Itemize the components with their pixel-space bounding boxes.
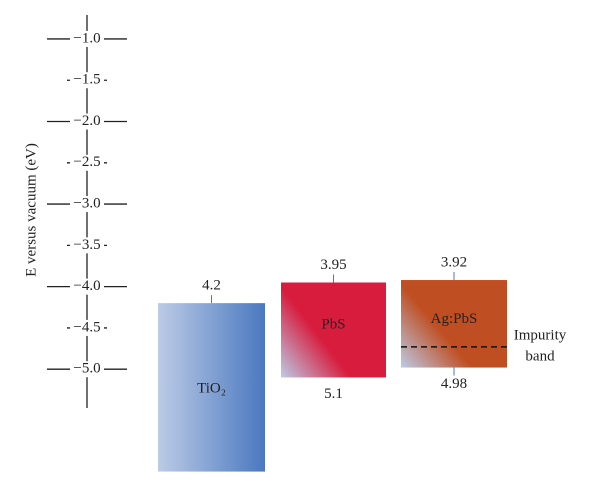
y-tick-label: −5.0 [73, 361, 100, 377]
tick-label-bg [70, 72, 104, 89]
y-tick-label: −2.0 [73, 113, 100, 129]
y-tick-label: −3.0 [73, 196, 100, 212]
tick-label-bg [70, 237, 104, 254]
y-tick-label: −4.5 [73, 319, 100, 335]
band-name: TiO₂ [197, 380, 226, 396]
value-label: 3.95 [320, 257, 346, 273]
tick-label-bg [70, 113, 104, 130]
y-tick-label: −1.5 [73, 72, 100, 88]
band-name: PbS [321, 317, 345, 333]
tick-label-bg [70, 196, 104, 213]
band-name: Ag:PbS [431, 311, 478, 327]
band-rect [401, 280, 507, 368]
value-label: 4.98 [441, 376, 467, 392]
tick-label-bg [70, 319, 104, 336]
tick-label-bg [70, 361, 104, 378]
tick-label-bg [70, 154, 104, 171]
value-label: 3.92 [441, 254, 467, 270]
impurity-label: Impurity [514, 327, 567, 343]
impurity-label: band [525, 348, 555, 364]
y-axis-label: E versus vacuum (eV) [23, 143, 39, 277]
band-rect [281, 282, 386, 378]
y-tick-label: −3.5 [73, 237, 100, 253]
y-tick-label: −2.5 [73, 154, 100, 170]
y-tick-label: −4.0 [73, 278, 100, 294]
y-tick-label: −1.0 [73, 30, 100, 46]
value-label: 4.2 [202, 278, 221, 294]
tick-label-bg [70, 278, 104, 295]
band-rect [158, 303, 265, 472]
tick-label-bg [70, 30, 104, 47]
value-label: 5.1 [324, 386, 343, 402]
